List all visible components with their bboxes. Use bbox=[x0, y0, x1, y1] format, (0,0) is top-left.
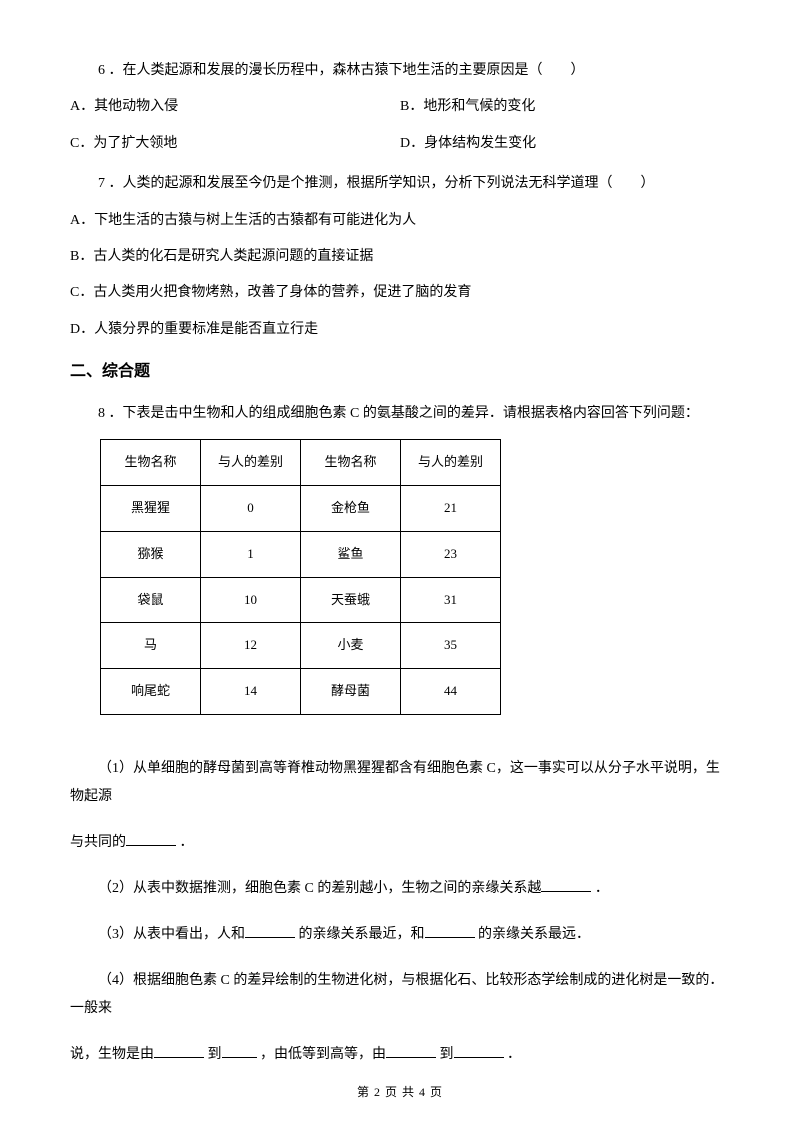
table-row: 马 12 小麦 35 bbox=[101, 623, 501, 669]
q7-option-c: C．古人类用火把食物烤熟，改善了身体的营养，促进了脑的发育 bbox=[70, 282, 730, 304]
cell: 袋鼠 bbox=[101, 577, 201, 623]
cell: 23 bbox=[401, 531, 501, 577]
q8-sub2: （2）从表中数据推测，细胞色素 C 的差别越小，生物之间的亲缘关系越 ． bbox=[70, 875, 730, 903]
q8-sub4-f: ． bbox=[504, 1047, 522, 1062]
cell: 14 bbox=[201, 669, 301, 715]
th-3: 与人的差别 bbox=[401, 440, 501, 486]
q8-sub4-e: 到 bbox=[436, 1047, 454, 1062]
cell: 酵母菌 bbox=[301, 669, 401, 715]
blank bbox=[454, 1044, 504, 1058]
blank bbox=[154, 1044, 204, 1058]
table-header-row: 生物名称 与人的差别 生物名称 与人的差别 bbox=[101, 440, 501, 486]
question-8: 8 ．下表是击中生物和人的组成细胞色素 C 的氨基酸之间的差异．请根据表格内容回… bbox=[70, 403, 730, 1069]
q6-text: 6 ．在人类起源和发展的漫长历程中，森林古猿下地生活的主要原因是（ ） bbox=[70, 60, 730, 82]
q8-sub4-c: 到 bbox=[204, 1047, 222, 1062]
section-2-heading: 二、综合题 bbox=[70, 359, 730, 385]
q8-sub1-b: 与共同的 bbox=[70, 835, 126, 850]
q8-sub3-a: （3）从表中看出，人和 bbox=[98, 927, 245, 942]
q8-sub1-line1: （1）从单细胞的酵母菌到高等脊椎动物黑猩猩都含有细胞色素 C，这一事实可以从分子… bbox=[70, 755, 730, 811]
q8-sub3-c: 的亲缘关系最远． bbox=[475, 927, 591, 942]
q8-sub3-b: 的亲缘关系最近，和 bbox=[295, 927, 425, 942]
q8-sub4-a: （4）根据细胞色素 C 的差异绘制的生物进化树，与根据化石、比较形态学绘制成的进… bbox=[70, 973, 723, 1016]
cell: 鲨鱼 bbox=[301, 531, 401, 577]
q7-option-a: A．下地生活的古猿与树上生活的古猿都有可能进化为人 bbox=[70, 210, 730, 232]
q6-row1: A．其他动物入侵 B．地形和气候的变化 bbox=[70, 96, 730, 118]
q8-sub1-c: ． bbox=[176, 835, 194, 850]
question-6: 6 ．在人类起源和发展的漫长历程中，森林古猿下地生活的主要原因是（ ） A．其他… bbox=[70, 60, 730, 155]
q6-option-c: C．为了扩大领地 bbox=[70, 133, 400, 155]
th-1: 与人的差别 bbox=[201, 440, 301, 486]
q6-row2: C．为了扩大领地 D．身体结构发生变化 bbox=[70, 133, 730, 155]
cell: 马 bbox=[101, 623, 201, 669]
q6-option-a: A．其他动物入侵 bbox=[70, 96, 400, 118]
table-row: 猕猴 1 鲨鱼 23 bbox=[101, 531, 501, 577]
q7-text: 7 ．人类的起源和发展至今仍是个推测，根据所学知识，分析下列说法无科学道理（ ） bbox=[70, 173, 730, 195]
blank bbox=[245, 924, 295, 938]
blank bbox=[126, 832, 176, 846]
cell: 35 bbox=[401, 623, 501, 669]
table-row: 响尾蛇 14 酵母菌 44 bbox=[101, 669, 501, 715]
page-footer: 第 2 页 共 4 页 bbox=[0, 1083, 800, 1102]
q7-option-b: B．古人类的化石是研究人类起源问题的直接证据 bbox=[70, 246, 730, 268]
cell: 小麦 bbox=[301, 623, 401, 669]
cell: 金枪鱼 bbox=[301, 485, 401, 531]
cell: 0 bbox=[201, 485, 301, 531]
table-row: 黑猩猩 0 金枪鱼 21 bbox=[101, 485, 501, 531]
q8-text: 8 ．下表是击中生物和人的组成细胞色素 C 的氨基酸之间的差异．请根据表格内容回… bbox=[70, 403, 730, 425]
cell: 响尾蛇 bbox=[101, 669, 201, 715]
q6-option-b: B．地形和气候的变化 bbox=[400, 96, 730, 118]
blank bbox=[541, 878, 591, 892]
cell: 1 bbox=[201, 531, 301, 577]
q8-sub2-b: ． bbox=[591, 881, 609, 896]
q8-sub2-a: （2）从表中数据推测，细胞色素 C 的差别越小，生物之间的亲缘关系越 bbox=[98, 881, 541, 896]
q8-sub4-b: 说，生物是由 bbox=[70, 1047, 154, 1062]
cell: 21 bbox=[401, 485, 501, 531]
question-7: 7 ．人类的起源和发展至今仍是个推测，根据所学知识，分析下列说法无科学道理（ ）… bbox=[70, 173, 730, 341]
q7-option-d: D．人猿分界的重要标准是能否直立行走 bbox=[70, 319, 730, 341]
cell: 12 bbox=[201, 623, 301, 669]
th-2: 生物名称 bbox=[301, 440, 401, 486]
q8-sub4-d: ，由低等到高等，由 bbox=[257, 1047, 387, 1062]
cell: 黑猩猩 bbox=[101, 485, 201, 531]
q8-sub1-line2: 与共同的 ． bbox=[70, 829, 730, 857]
table-row: 袋鼠 10 天蚕蛾 31 bbox=[101, 577, 501, 623]
cell: 31 bbox=[401, 577, 501, 623]
cell: 10 bbox=[201, 577, 301, 623]
cell: 天蚕蛾 bbox=[301, 577, 401, 623]
q8-sub1-a: （1）从单细胞的酵母菌到高等脊椎动物黑猩猩都含有细胞色素 C，这一事实可以从分子… bbox=[70, 761, 720, 804]
q8-sub4-line1: （4）根据细胞色素 C 的差异绘制的生物进化树，与根据化石、比较形态学绘制成的进… bbox=[70, 967, 730, 1023]
th-0: 生物名称 bbox=[101, 440, 201, 486]
blank bbox=[386, 1044, 436, 1058]
q6-option-d: D．身体结构发生变化 bbox=[400, 133, 730, 155]
blank bbox=[425, 924, 475, 938]
cell: 猕猴 bbox=[101, 531, 201, 577]
q8-sub3: （3）从表中看出，人和 的亲缘关系最近，和 的亲缘关系最远． bbox=[70, 921, 730, 949]
blank bbox=[222, 1044, 257, 1058]
q8-sub4-line2: 说，生物是由 到 ，由低等到高等，由 到 ． bbox=[70, 1041, 730, 1069]
cell: 44 bbox=[401, 669, 501, 715]
q8-table: 生物名称 与人的差别 生物名称 与人的差别 黑猩猩 0 金枪鱼 21 猕猴 1 … bbox=[100, 439, 501, 715]
q8-table-container: 生物名称 与人的差别 生物名称 与人的差别 黑猩猩 0 金枪鱼 21 猕猴 1 … bbox=[100, 439, 730, 715]
